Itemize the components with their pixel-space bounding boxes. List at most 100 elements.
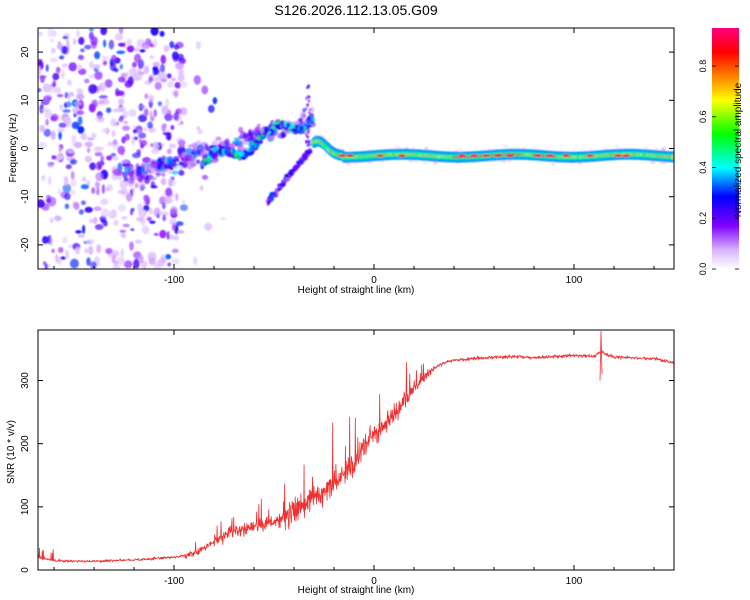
heatmap-cell [204,222,213,231]
heatmap-cell [70,170,75,180]
heatmap-cell [125,192,133,202]
spectrogram-x-tick-label: -100 [164,275,184,286]
heatmap-cell [503,144,508,149]
heatmap-cell [134,239,142,244]
heatmap-cell [506,154,514,158]
heatmap-cell [261,132,266,136]
heatmap-cell [114,32,124,41]
heatmap-cell [494,154,502,158]
heatmap-cell [80,184,90,190]
heatmap-cell [293,164,299,170]
heatmap-cell [80,48,85,53]
heatmap-cell [101,184,106,194]
heatmap-cell [232,140,240,144]
heatmap-cell [100,218,105,224]
heatmap-cell [165,187,173,197]
heatmap-cell [671,154,674,159]
heatmap-cell [68,244,73,249]
heatmap-cell [174,81,182,89]
heatmap-cell [177,73,185,83]
heatmap-cell [123,166,132,172]
snr-x-ticks: -100 0 100 [53,330,655,587]
heatmap-cell [130,207,135,212]
heatmap-cell [180,204,188,212]
heatmap-cell [121,136,126,144]
heatmap-cell [38,66,42,76]
heatmap-cell [68,91,75,98]
heatmap-cell [62,109,71,113]
heatmap-cell [169,218,177,226]
heatmap-cell [274,188,278,194]
heatmap-cell [69,258,79,269]
heatmap-cell [88,74,96,79]
heatmap-cell [534,154,542,158]
heatmap-cell [71,134,77,142]
heatmap-cell [43,128,51,137]
heatmap-cell [309,118,312,122]
heatmap-cell [109,62,117,72]
heatmap-cell [470,154,478,158]
heatmap-cell [175,221,184,227]
heatmap-cell [175,193,179,201]
spectrogram-heat-layer [38,28,674,269]
heatmap-cell [306,121,310,125]
heatmap-cell [38,75,47,79]
heatmap-cell [307,115,310,119]
heatmap-cell [157,101,163,107]
heatmap-cell [77,234,86,238]
heatmap-cell [81,224,86,235]
heatmap-cell [47,162,54,168]
heatmap-cell [458,154,466,158]
heatmap-cell [39,125,46,133]
heatmap-cell [152,38,158,48]
heatmap-cell [94,181,100,189]
heatmap-cell [212,152,217,158]
heatmap-cell [179,107,188,116]
heatmap-cell [53,86,62,94]
heatmap-cell [287,171,293,176]
heatmap-cell [242,132,250,139]
heatmap-cell [118,42,126,47]
heatmap-cell [55,66,61,74]
heatmap-cell [62,35,69,40]
heatmap-cell [160,78,167,83]
heatmap-cell [50,38,54,43]
heatmap-cell [196,126,201,131]
heatmap-cell [128,109,137,117]
heatmap-cell [161,105,169,115]
colorbar-label: Normalized spectral amplitude [733,82,744,217]
heatmap-cell [111,130,116,138]
snr-y-tick-label: 200 [20,435,31,452]
heatmap-cell [179,120,184,125]
heatmap-cell [307,130,310,133]
heatmap-cell [546,154,554,158]
snr-frame [37,329,675,571]
heatmap-cell [113,219,119,226]
heatmap-cell [73,38,77,46]
heatmap-cell [458,148,463,153]
spectrogram-x-tick-label: 0 [371,275,377,286]
heatmap-cell [91,187,96,194]
heatmap-cell [173,90,179,98]
heatmap-cell [163,44,170,53]
heatmap-cell [133,72,142,81]
colorbar-tick-label: 0.2 [698,212,708,225]
heatmap-cell [307,140,310,144]
snr-x-tick-label: -100 [164,576,184,587]
heatmap-cell [138,114,148,123]
heatmap-cell [130,228,135,232]
snr-background [38,330,674,570]
heatmap-cell [134,47,140,53]
heatmap-cell [88,245,94,256]
heatmap-cell [65,164,72,170]
heatmap-cell [122,110,129,119]
heatmap-cell [40,175,46,181]
heatmap-cell [173,44,180,50]
heatmap-cell [148,128,157,133]
heatmap-cell [150,160,158,169]
heatmap-cell [96,244,102,254]
heatmap-cell [267,134,275,141]
heatmap-cell [141,162,146,167]
heatmap-cell [66,38,70,47]
